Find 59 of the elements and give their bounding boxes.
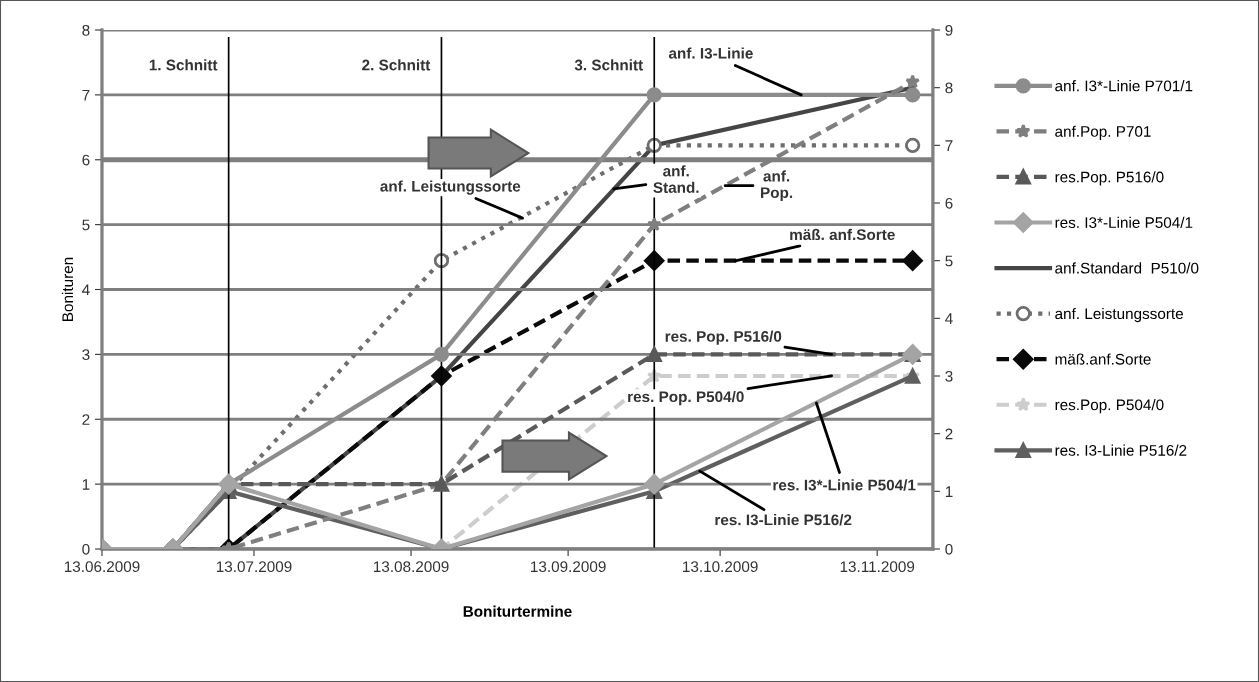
y-tick-label: 7 [82, 89, 90, 101]
point [644, 473, 665, 495]
y-tick-label: 5 [82, 219, 90, 231]
annotation: mäß. anf.Sorte [790, 228, 895, 241]
legend-label: res.Pop. P516/0 [1055, 171, 1164, 186]
y-axis-title: Bonituren [61, 257, 74, 321]
point [905, 74, 920, 89]
x-tick-label: 13.07.2009 [216, 561, 292, 573]
legend-label: res. I3*-Linie P504/1 [1055, 216, 1193, 228]
y-tick-label: 4 [82, 284, 90, 296]
annotation: anf. Stand. [653, 165, 699, 193]
x-tick-label: 13.10.2009 [683, 561, 758, 573]
annotation: res. Pop. P516/0 [665, 330, 782, 345]
point [431, 365, 452, 387]
annotation: res. Pop. P504/0 [628, 390, 744, 406]
legend-label: res. I3-Linie P516/2 [1055, 444, 1187, 456]
x-tick-label: 13.11.2009 [840, 561, 915, 573]
y-tick-label: 8 [82, 24, 90, 36]
point [646, 87, 662, 103]
ref-line-label: 3. Schnitt [574, 59, 643, 71]
x-tick-label: 13.08.2009 [373, 561, 449, 573]
y2-tick-label: 7 [945, 140, 953, 151]
annotation: anf. Pop. [761, 170, 793, 202]
point [646, 216, 662, 232]
y-tick-label: 6 [82, 154, 90, 166]
point [905, 137, 921, 153]
y2-tick-label: 9 [945, 24, 953, 36]
y-tick-label: 3 [82, 349, 90, 361]
legend-label: anf.Pop. P701 [1055, 125, 1151, 140]
ref-line-label: 2. Schnitt [362, 59, 431, 71]
y2-tick-label: 8 [945, 82, 953, 94]
x-tick-label: 13.09.2009 [531, 561, 606, 573]
ref-line-label: 1. Schnitt [149, 59, 218, 71]
point [433, 253, 450, 269]
y2-tick-label: 3 [945, 370, 953, 382]
point [646, 346, 662, 363]
legend-label: anf. Leistungssorte [1055, 307, 1183, 323]
y2-tick-label: 1 [945, 486, 953, 497]
legend-label: res.Pop. P504/0 [1055, 399, 1164, 414]
annotation: res. I3-Linie P516/2 [715, 514, 852, 526]
y2-tick-label: 2 [945, 428, 953, 440]
y2-tick-label: 4 [945, 313, 953, 324]
point [902, 250, 923, 271]
y-tick-label: 1 [82, 479, 90, 490]
y-tick-label: 0 [82, 543, 90, 555]
x-tick-label: 13.06.2009 [64, 561, 140, 573]
y2-tick-label: 0 [945, 543, 953, 555]
point [905, 87, 921, 103]
annotation: anf. Leistungssorte [380, 180, 521, 195]
annotation: anf. I3-Linie [668, 47, 753, 59]
legend-label: anf.Standard P510/0 [1055, 262, 1199, 274]
x-axis-title: Boniturtermine [463, 605, 572, 617]
y2-tick-label: 5 [945, 255, 953, 267]
legend-label: mäß.anf.Sorte [1055, 353, 1151, 365]
point [433, 346, 450, 363]
legend-label: anf. I3*-Linie P701/1 [1055, 80, 1193, 92]
annotation: res. I3*-Linie P504/1 [773, 479, 916, 491]
y-tick-label: 2 [82, 414, 90, 425]
y2-tick-label: 6 [945, 197, 953, 209]
